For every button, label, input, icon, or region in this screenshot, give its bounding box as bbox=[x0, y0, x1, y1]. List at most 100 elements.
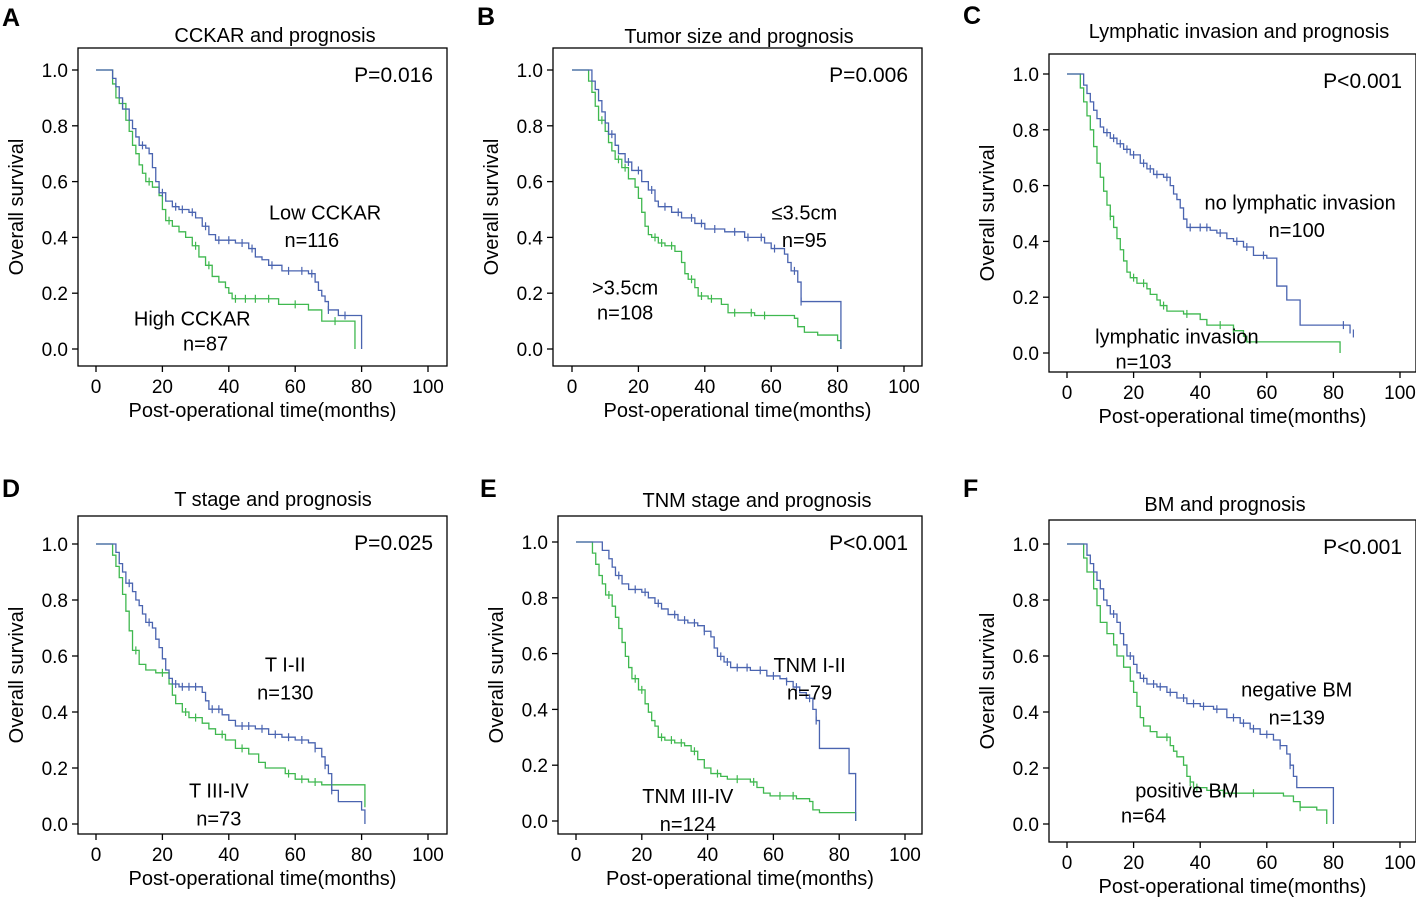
x-tick-label: 80 bbox=[1323, 383, 1344, 404]
p-value: P<0.001 bbox=[829, 532, 908, 555]
x-tick-label: 20 bbox=[152, 845, 173, 866]
curve-annotation: lymphatic invasion bbox=[1095, 326, 1258, 348]
x-axis-label: Post-operational time(months) bbox=[1099, 876, 1367, 898]
x-tick-label: 40 bbox=[218, 377, 239, 398]
y-tick-label: 0.4 bbox=[42, 228, 69, 249]
y-tick-label: 0.6 bbox=[42, 173, 68, 194]
curve-annotation: n=103 bbox=[1116, 351, 1172, 373]
y-tick-label: 0.4 bbox=[517, 228, 544, 249]
x-tick-label: 60 bbox=[1256, 383, 1277, 404]
p-value: P<0.001 bbox=[1323, 70, 1402, 93]
x-tick-label: 0 bbox=[91, 845, 102, 866]
km-panel-e: E TNM stage and prognosis 0 20 40 60 80 100 0.0 0… bbox=[480, 475, 923, 890]
y-tick-label: 0.2 bbox=[1013, 759, 1039, 780]
x-tick-label: 80 bbox=[351, 845, 372, 866]
y-tick-label: 0.0 bbox=[522, 812, 548, 833]
x-tick-label: 100 bbox=[1384, 383, 1416, 404]
y-tick-label: 1.0 bbox=[522, 533, 548, 554]
x-axis-label: Post-operational time(months) bbox=[604, 400, 872, 422]
y-tick-label: 0.2 bbox=[522, 756, 548, 777]
x-tick-label: 40 bbox=[697, 845, 718, 866]
y-tick-label: 0.0 bbox=[42, 340, 68, 361]
y-axis-label: Overall survival bbox=[977, 145, 999, 282]
y-tick-label: 1.0 bbox=[517, 61, 543, 82]
x-tick-label: 20 bbox=[152, 377, 173, 398]
survival-curve bbox=[576, 541, 857, 821]
y-tick-label: 0.2 bbox=[517, 284, 543, 305]
y-axis-label: Overall survival bbox=[481, 139, 503, 276]
curve-annotation: negative BM bbox=[1241, 680, 1352, 702]
x-tick-label: 0 bbox=[567, 377, 578, 398]
x-tick-label: 80 bbox=[829, 845, 850, 866]
y-axis-label: Overall survival bbox=[6, 607, 28, 744]
curve-annotation: n=100 bbox=[1269, 220, 1325, 242]
y-tick-label: 0.8 bbox=[517, 117, 543, 138]
x-tick-label: 100 bbox=[889, 845, 921, 866]
y-tick-label: 1.0 bbox=[1013, 65, 1039, 86]
x-axis-label: Post-operational time(months) bbox=[129, 400, 397, 422]
y-tick-label: 0.4 bbox=[522, 700, 549, 721]
x-tick-label: 40 bbox=[694, 377, 715, 398]
y-axis-label: Overall survival bbox=[486, 607, 508, 744]
y-tick-label: 0.0 bbox=[517, 340, 543, 361]
y-tick-label: 1.0 bbox=[42, 535, 68, 556]
x-axis-label: Post-operational time(months) bbox=[606, 868, 874, 890]
plot-frame bbox=[1048, 53, 1416, 373]
x-tick-label: 80 bbox=[351, 377, 372, 398]
plot-frame bbox=[1048, 519, 1416, 843]
curve-annotation: T III-IV bbox=[189, 780, 249, 802]
survival-curve bbox=[572, 69, 842, 349]
y-tick-label: 0.8 bbox=[1013, 121, 1039, 142]
curve-annotation: TNM III-IV bbox=[642, 786, 734, 808]
chart-title: Lymphatic invasion and prognosis bbox=[1089, 21, 1390, 43]
plot-frame bbox=[77, 515, 448, 835]
x-tick-label: 40 bbox=[1190, 853, 1211, 874]
curve-annotation: n=124 bbox=[660, 814, 716, 836]
curve-annotation: T I-II bbox=[265, 654, 306, 676]
x-tick-label: 0 bbox=[1062, 853, 1073, 874]
y-tick-label: 0.2 bbox=[42, 284, 68, 305]
x-tick-label: 60 bbox=[761, 377, 782, 398]
curve-annotation: n=95 bbox=[782, 230, 827, 252]
x-tick-label: 60 bbox=[285, 845, 306, 866]
curve-annotation: n=73 bbox=[196, 808, 241, 830]
survival-curve bbox=[1067, 73, 1341, 353]
panel-letter: B bbox=[477, 3, 495, 31]
y-tick-label: 0.6 bbox=[42, 647, 68, 668]
x-tick-label: 20 bbox=[631, 845, 652, 866]
curve-annotation: TNM I-II bbox=[773, 655, 845, 677]
chart-title: CCKAR and prognosis bbox=[174, 25, 375, 47]
x-tick-label: 0 bbox=[1062, 383, 1073, 404]
survival-curve bbox=[1067, 73, 1351, 334]
p-value: P=0.016 bbox=[354, 64, 433, 87]
curve-annotation: High CCKAR bbox=[134, 308, 251, 330]
curve-annotation: n=139 bbox=[1269, 708, 1325, 730]
survival-curve bbox=[96, 69, 363, 349]
y-tick-label: 0.4 bbox=[1013, 703, 1040, 724]
y-tick-label: 0.4 bbox=[42, 703, 69, 724]
p-value: P=0.025 bbox=[354, 532, 433, 555]
curve-annotation: ≤3.5cm bbox=[772, 202, 837, 224]
curve-annotation: >3.5cm bbox=[592, 278, 658, 300]
x-axis-label: Post-operational time(months) bbox=[1099, 406, 1367, 428]
curve-annotation: n=116 bbox=[284, 230, 339, 252]
y-tick-label: 0.2 bbox=[1013, 288, 1039, 309]
x-tick-label: 40 bbox=[1190, 383, 1211, 404]
y-tick-label: 0.6 bbox=[1013, 647, 1039, 668]
y-tick-label: 0.6 bbox=[517, 173, 543, 194]
x-tick-label: 20 bbox=[1123, 853, 1144, 874]
x-tick-label: 0 bbox=[91, 377, 102, 398]
x-tick-label: 20 bbox=[628, 377, 649, 398]
km-panel-a: A CCKAR and prognosis 0 20 40 60 80 100 0.0 0.2 0.… bbox=[2, 4, 448, 422]
survival-curve bbox=[576, 541, 857, 821]
survival-curve bbox=[96, 69, 356, 349]
km-panel-d: D T stage and prognosis 0 20 40 60 80 100 0.0 0.2… bbox=[2, 475, 448, 890]
p-value: P<0.001 bbox=[1323, 536, 1402, 559]
chart-title: TNM stage and prognosis bbox=[642, 490, 871, 512]
x-tick-label: 0 bbox=[571, 845, 582, 866]
plot-frame bbox=[77, 47, 448, 367]
x-tick-label: 20 bbox=[1123, 383, 1144, 404]
x-axis-label: Post-operational time(months) bbox=[129, 868, 397, 890]
y-tick-label: 0.8 bbox=[42, 591, 68, 612]
y-tick-label: 0.4 bbox=[1013, 232, 1040, 253]
